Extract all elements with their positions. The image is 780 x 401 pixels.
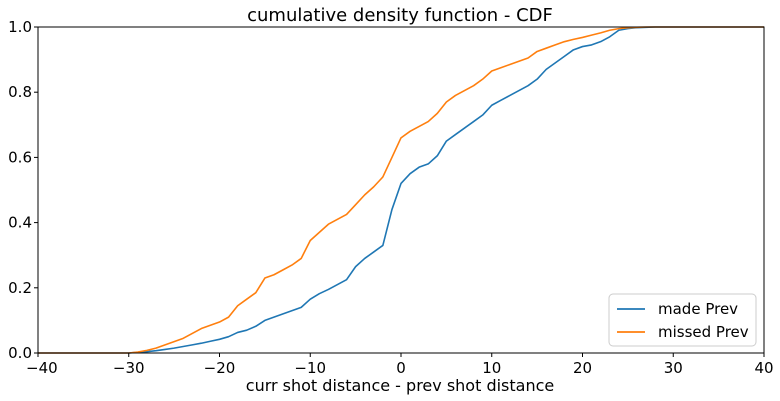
y-tick-label: 0.6	[8, 148, 32, 166]
y-tick-label: 0.8	[8, 83, 32, 101]
y-tick-label: 0.4	[8, 214, 32, 232]
series-line-1	[38, 26, 764, 354]
x-tick-label: −10	[294, 359, 326, 377]
legend-box	[608, 293, 757, 347]
x-tick-label: −30	[113, 359, 145, 377]
x-tick-label: 0	[396, 359, 406, 377]
y-tick-label: 1.0	[8, 18, 32, 36]
legend: made Prev missed Prev	[608, 293, 757, 347]
x-axis: −40 −30 −20 −10 0 10 20 30 40	[26, 353, 774, 377]
chart-title: cumulative density function - CDF	[247, 5, 553, 26]
plot-area	[37, 26, 765, 354]
legend-label-0: made Prev	[658, 300, 738, 318]
x-tick-label: −40	[26, 359, 58, 377]
x-tick-label: −20	[204, 359, 236, 377]
x-tick-label: 10	[482, 359, 501, 377]
y-tick-label: 0.0	[8, 344, 32, 362]
y-axis: 0.0 0.2 0.4 0.6 0.8 1.0	[8, 18, 38, 362]
x-tick-label: 20	[573, 359, 592, 377]
y-tick-label: 0.2	[8, 279, 32, 297]
series-line-0	[38, 26, 764, 354]
x-tick-label: 40	[754, 359, 773, 377]
x-tick-label: 30	[664, 359, 683, 377]
series-layer	[38, 26, 764, 354]
x-axis-label: curr shot distance - prev shot distance	[246, 376, 554, 395]
legend-label-1: missed Prev	[658, 323, 749, 341]
